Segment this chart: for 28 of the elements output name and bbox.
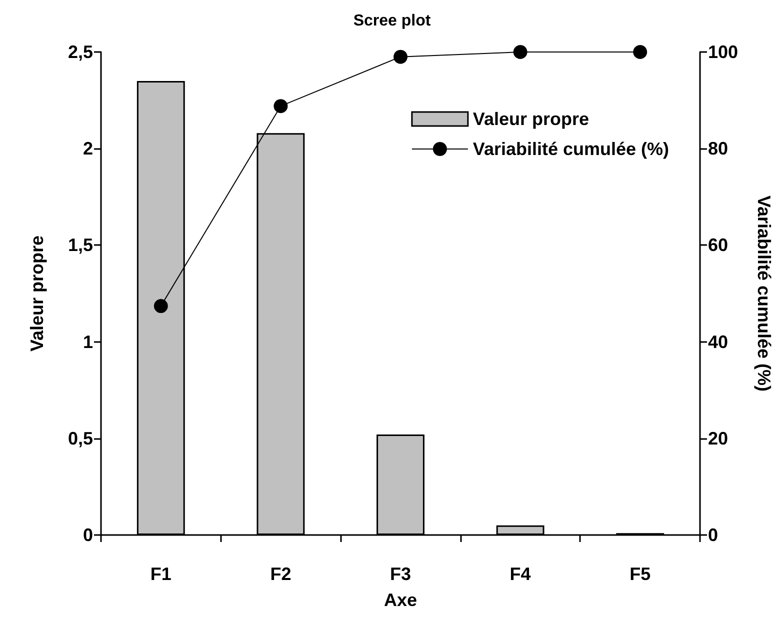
x-tick-label: F3 <box>390 564 412 584</box>
y2-tick-label: 40 <box>708 332 728 352</box>
point <box>274 99 288 114</box>
y-tick-label: 0 <box>82 525 93 545</box>
y2-tick-label: 0 <box>708 525 718 545</box>
x-tick-label: F2 <box>270 564 292 584</box>
point <box>394 50 408 64</box>
y-tick-label: 0,5 <box>68 428 93 448</box>
y2-tick-label: 100 <box>708 42 738 62</box>
legend-label: Variabilité cumulée (%) <box>472 139 670 159</box>
point <box>513 45 528 59</box>
x-axis-title: Axe <box>384 590 418 610</box>
y-tick-label: 2 <box>82 138 93 159</box>
chart-title: Scree plot <box>353 12 432 30</box>
point <box>154 299 168 314</box>
legend-label: Valeur propre <box>472 109 589 129</box>
x-tick-label: F4 <box>510 564 531 584</box>
y2-tick-label: 60 <box>708 235 728 256</box>
y2-axis-title: Variabilité cumulée (%) <box>754 195 774 392</box>
point <box>633 45 648 59</box>
y-axis-title: Valeur propre <box>27 235 47 352</box>
y2-tick-label: 80 <box>708 138 728 159</box>
y-tick-label: 2,5 <box>68 42 93 62</box>
y-tick-label: 1 <box>82 332 93 352</box>
y2-tick-label: 20 <box>708 428 728 448</box>
x-tick-label: F5 <box>630 564 651 584</box>
x-tick-label: F1 <box>150 564 172 584</box>
y-tick-label: 1,5 <box>68 235 93 256</box>
